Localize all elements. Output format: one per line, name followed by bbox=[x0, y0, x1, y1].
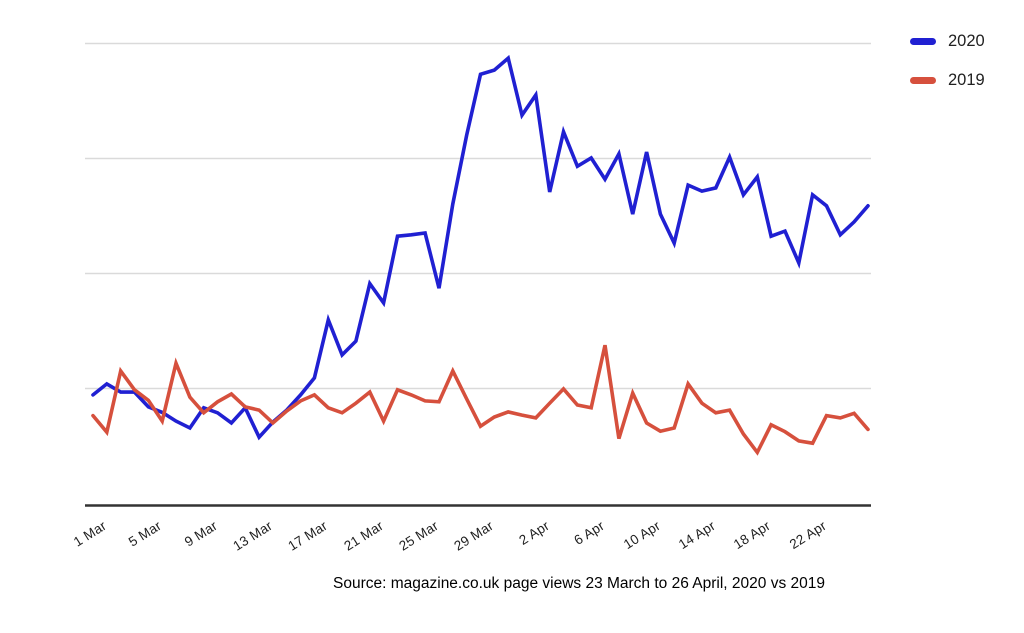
legend-swatch-icon bbox=[910, 38, 936, 45]
legend-label: 2020 bbox=[948, 32, 985, 50]
legend-item-2020: 2020 bbox=[910, 32, 985, 51]
series-line-2019 bbox=[91, 344, 870, 456]
legend-item-2019: 2019 bbox=[910, 71, 985, 90]
legend-label: 2019 bbox=[948, 71, 985, 89]
legend-swatch-icon bbox=[910, 77, 936, 84]
chart-legend: 2020 2019 bbox=[910, 32, 985, 90]
source-caption: Source: magazine.co.uk page views 23 Mar… bbox=[333, 575, 825, 592]
series-line-2020 bbox=[91, 54, 870, 441]
